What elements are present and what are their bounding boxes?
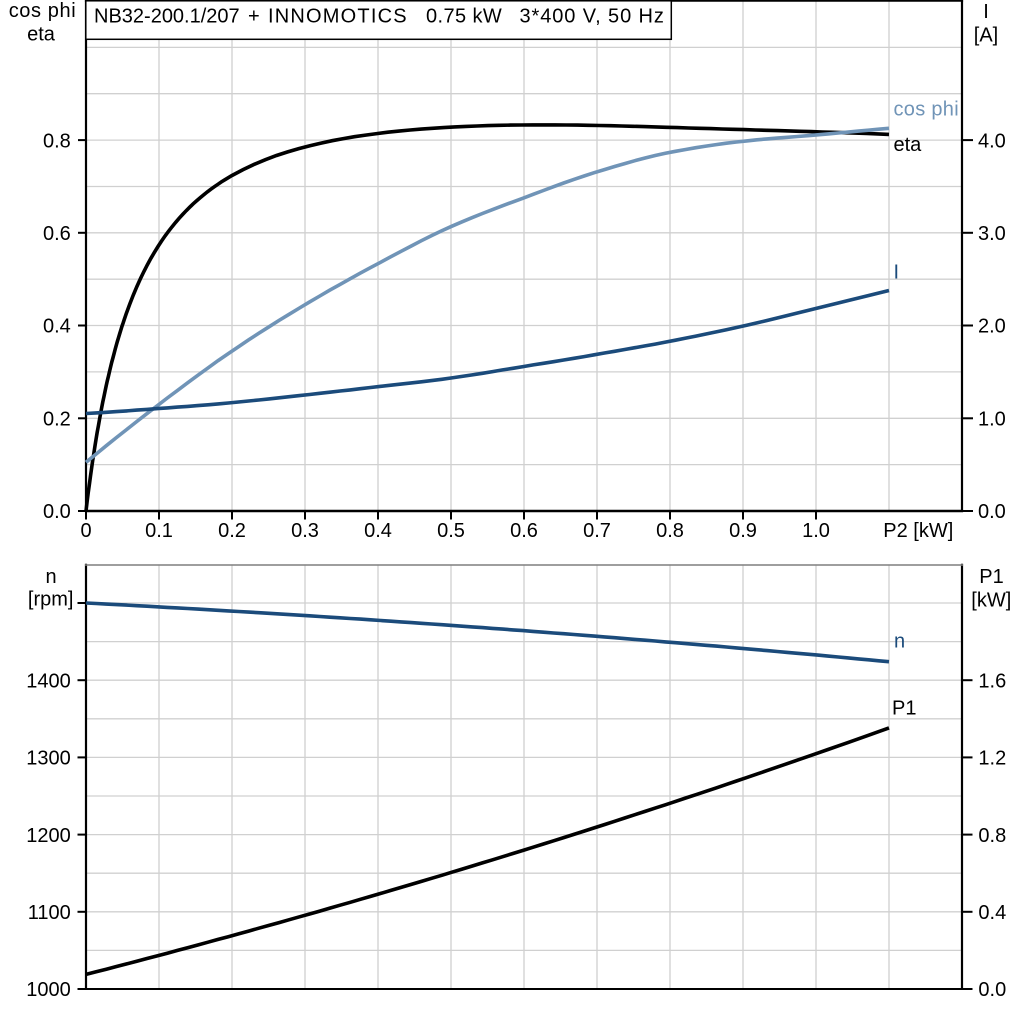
svg-text:0: 0 [80, 520, 91, 542]
svg-text:0.0: 0.0 [978, 501, 1006, 523]
svg-text:3*400 V, 50 Hz: 3*400 V, 50 Hz [520, 6, 665, 28]
svg-text:0.3: 0.3 [291, 520, 319, 542]
svg-text:I: I [894, 261, 900, 283]
svg-text:0.75 kW: 0.75 kW [426, 6, 502, 28]
svg-text:0.5: 0.5 [437, 520, 465, 542]
svg-text:[kW]: [kW] [971, 589, 1011, 611]
svg-text:eta: eta [894, 134, 923, 156]
svg-text:n: n [894, 631, 905, 653]
svg-text:1.0: 1.0 [802, 520, 830, 542]
svg-text:I: I [983, 1, 989, 23]
svg-text:[rpm]: [rpm] [28, 589, 74, 611]
svg-text:0.4: 0.4 [364, 520, 392, 542]
svg-text:0.8: 0.8 [978, 825, 1006, 847]
svg-text:1000: 1000 [26, 979, 71, 1001]
svg-text:1.0: 1.0 [978, 409, 1006, 431]
svg-text:P2 [kW]: P2 [kW] [883, 520, 953, 542]
svg-text:P1: P1 [892, 698, 916, 720]
svg-text:0.8: 0.8 [656, 520, 684, 542]
svg-text:NB32-200.1/207: NB32-200.1/207 [94, 6, 240, 28]
svg-text:0.6: 0.6 [510, 520, 538, 542]
svg-text:eta: eta [27, 24, 56, 46]
svg-text:0.9: 0.9 [729, 520, 757, 542]
svg-text:0.7: 0.7 [583, 520, 611, 542]
svg-text:n: n [45, 566, 56, 588]
svg-text:1200: 1200 [26, 825, 71, 847]
svg-text:+: + [248, 6, 260, 28]
svg-text:1100: 1100 [28, 902, 71, 924]
svg-text:0.6: 0.6 [43, 223, 71, 245]
svg-text:cos phi: cos phi [9, 0, 77, 22]
svg-text:1.6: 1.6 [978, 670, 1006, 692]
svg-text:1400: 1400 [26, 670, 71, 692]
svg-text:cos phi: cos phi [894, 99, 959, 121]
svg-text:0.0: 0.0 [978, 979, 1006, 1001]
svg-text:INNOMOTICS: INNOMOTICS [268, 6, 408, 28]
svg-text:0.1: 0.1 [145, 520, 173, 542]
svg-text:P1: P1 [979, 566, 1003, 588]
svg-text:0.0: 0.0 [43, 501, 71, 523]
svg-text:1.2: 1.2 [978, 748, 1006, 770]
svg-text:[A]: [A] [974, 25, 998, 47]
svg-text:0.2: 0.2 [43, 409, 71, 431]
svg-text:2.0: 2.0 [978, 316, 1006, 338]
svg-text:3.0: 3.0 [978, 223, 1006, 245]
svg-text:1300: 1300 [26, 748, 71, 770]
svg-text:0.2: 0.2 [218, 520, 246, 542]
svg-text:0.4: 0.4 [978, 902, 1006, 924]
svg-text:0.8: 0.8 [43, 130, 71, 152]
svg-text:0.4: 0.4 [43, 316, 71, 338]
svg-text:4.0: 4.0 [978, 130, 1006, 152]
